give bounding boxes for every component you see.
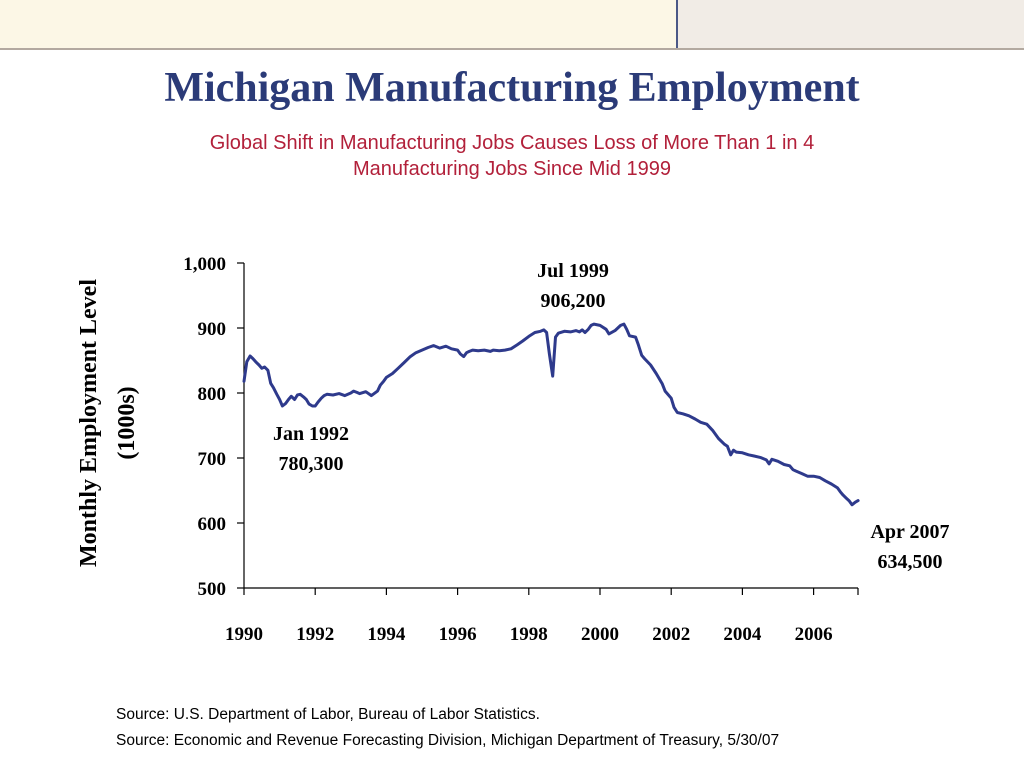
annotation-value: 906,200: [541, 290, 606, 312]
chart-axes: [243, 263, 858, 589]
annotation-date: Jul 1999: [537, 260, 609, 282]
page-title: Michigan Manufacturing Employment: [164, 65, 860, 111]
y-tick-label: 600: [198, 514, 227, 535]
source-note-2: Source: Economic and Revenue Forecasting…: [116, 732, 780, 749]
x-tick-label: 1992: [296, 624, 334, 645]
subtitle-line-1: Global Shift in Manufacturing Jobs Cause…: [209, 132, 815, 154]
y-ticks: 500 600 700 800 900 1,000: [183, 254, 244, 600]
series-line-employment: [242, 322, 860, 507]
subtitle-line-2: Manufacturing Jobs Since Mid 1999: [353, 158, 671, 180]
annotation-date: Jan 1992: [273, 423, 349, 445]
annotation-2: Apr 2007 634,500: [870, 521, 949, 573]
y-tick-label: 1,000: [183, 254, 226, 275]
x-tick-label: 2000: [581, 624, 619, 645]
x-tick-label: 1990: [225, 624, 263, 645]
y-axis-label-line-2: (1000s): [114, 386, 140, 459]
top-banner-right-panel: [676, 0, 1024, 48]
y-axis-label: Monthly Employment Level (1000s): [76, 279, 140, 567]
x-ticks: 1990 1992 1994 1996 1998 2000 2002 2004 2006: [225, 588, 859, 645]
top-banner: [0, 0, 1024, 50]
y-tick-label: 500: [198, 579, 227, 600]
y-tick-label: 900: [198, 319, 227, 340]
annotation-1: Jan 1992 780,300: [273, 423, 349, 475]
source-note-1: Source: U.S. Department of Labor, Bureau…: [116, 706, 540, 723]
annotation-0: Jul 1999 906,200: [537, 260, 609, 312]
annotations: Jul 1999 906,200 Jan 1992 780,300 Apr 2007 63…: [273, 260, 950, 573]
x-tick-label: 2006: [795, 624, 833, 645]
annotation-value: 634,500: [878, 551, 943, 573]
y-tick-label: 800: [198, 384, 227, 405]
y-axis-label-line-1: Monthly Employment Level: [76, 279, 102, 567]
annotation-value: 780,300: [279, 453, 344, 475]
y-tick-label: 700: [198, 449, 227, 470]
x-tick-label: 1998: [510, 624, 548, 645]
series-group: [242, 322, 860, 507]
x-tick-label: 2002: [652, 624, 690, 645]
page-subtitle: Global Shift in Manufacturing Jobs Cause…: [0, 130, 1024, 182]
x-tick-label: 2004: [723, 624, 762, 645]
annotation-date: Apr 2007: [870, 521, 949, 543]
x-tick-label: 1996: [439, 624, 477, 645]
x-tick-label: 1994: [367, 624, 406, 645]
